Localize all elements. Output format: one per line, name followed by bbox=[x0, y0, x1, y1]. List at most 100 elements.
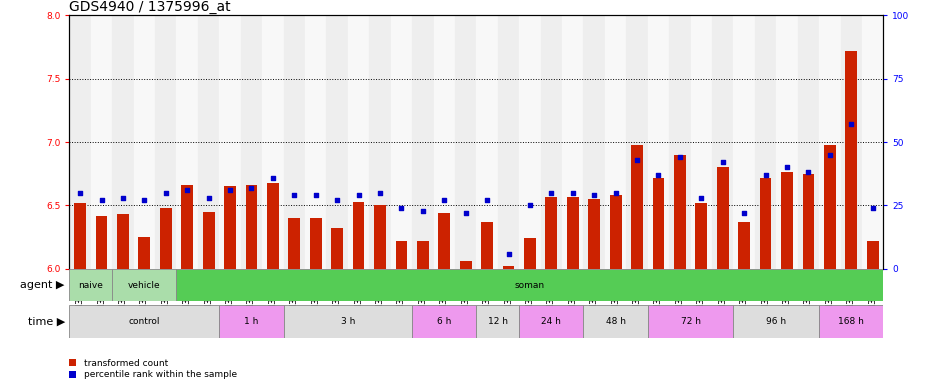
Bar bbox=[95, 215, 107, 269]
Bar bbox=[755, 15, 776, 269]
Bar bbox=[177, 269, 883, 301]
Text: 48 h: 48 h bbox=[606, 317, 625, 326]
Text: control: control bbox=[129, 317, 160, 326]
Bar bbox=[626, 15, 647, 269]
Point bbox=[179, 187, 194, 193]
Text: agent ▶: agent ▶ bbox=[20, 280, 65, 290]
Text: 12 h: 12 h bbox=[487, 317, 508, 326]
Point bbox=[544, 190, 559, 196]
Bar bbox=[584, 305, 647, 338]
Bar bbox=[284, 305, 413, 338]
Bar bbox=[781, 172, 793, 269]
Bar bbox=[417, 241, 428, 269]
Point bbox=[609, 190, 623, 196]
Bar bbox=[160, 208, 172, 269]
Point bbox=[586, 192, 601, 199]
Bar bbox=[524, 238, 536, 269]
Bar bbox=[717, 167, 729, 269]
Point bbox=[394, 205, 409, 211]
Bar bbox=[438, 213, 450, 269]
Bar bbox=[498, 15, 519, 269]
Bar bbox=[289, 218, 301, 269]
Point bbox=[373, 190, 388, 196]
Point bbox=[116, 195, 130, 201]
Bar bbox=[584, 15, 605, 269]
Point bbox=[501, 250, 516, 257]
Point bbox=[223, 187, 238, 193]
Point bbox=[308, 192, 323, 199]
Point bbox=[630, 157, 645, 163]
Point bbox=[694, 195, 709, 201]
Bar bbox=[117, 214, 129, 269]
Bar bbox=[219, 15, 240, 269]
Point bbox=[244, 185, 259, 191]
Bar bbox=[69, 269, 112, 301]
Bar bbox=[224, 187, 236, 269]
Point bbox=[329, 197, 344, 204]
Bar bbox=[112, 15, 133, 269]
Bar bbox=[546, 197, 557, 269]
Point bbox=[352, 192, 366, 199]
Bar bbox=[567, 197, 579, 269]
Bar bbox=[562, 15, 584, 269]
Point bbox=[415, 207, 430, 214]
Bar bbox=[845, 51, 857, 269]
Point bbox=[265, 174, 280, 180]
Point bbox=[715, 159, 730, 166]
Text: vehicle: vehicle bbox=[128, 281, 161, 290]
Point bbox=[822, 152, 837, 158]
Point bbox=[780, 164, 795, 170]
Bar bbox=[648, 15, 669, 269]
Bar bbox=[759, 177, 771, 269]
Bar bbox=[310, 218, 322, 269]
Bar bbox=[648, 305, 734, 338]
Bar bbox=[69, 305, 219, 338]
Bar bbox=[820, 15, 841, 269]
Bar bbox=[396, 241, 407, 269]
Point bbox=[94, 197, 109, 204]
Point bbox=[480, 197, 495, 204]
Point bbox=[437, 197, 451, 204]
Point bbox=[287, 192, 302, 199]
Point bbox=[137, 197, 152, 204]
Bar bbox=[413, 15, 434, 269]
Bar bbox=[610, 195, 622, 269]
Bar bbox=[481, 222, 493, 269]
Bar bbox=[862, 15, 883, 269]
Bar bbox=[240, 15, 262, 269]
Bar bbox=[155, 15, 177, 269]
Point bbox=[158, 190, 173, 196]
Bar bbox=[674, 155, 685, 269]
Point bbox=[672, 154, 687, 161]
Bar bbox=[734, 15, 755, 269]
Text: GDS4940 / 1375996_at: GDS4940 / 1375996_at bbox=[69, 0, 231, 14]
Bar bbox=[177, 15, 198, 269]
Bar bbox=[691, 15, 712, 269]
Bar bbox=[588, 199, 600, 269]
Bar bbox=[867, 241, 879, 269]
Bar bbox=[374, 205, 386, 269]
Bar bbox=[390, 15, 413, 269]
Bar bbox=[820, 305, 883, 338]
Bar bbox=[74, 203, 86, 269]
Bar bbox=[262, 15, 284, 269]
Bar bbox=[413, 305, 476, 338]
Bar bbox=[219, 305, 284, 338]
Bar bbox=[434, 15, 455, 269]
Bar bbox=[841, 15, 862, 269]
Bar bbox=[91, 15, 112, 269]
Point bbox=[844, 121, 858, 127]
Bar bbox=[181, 185, 193, 269]
Bar bbox=[738, 222, 750, 269]
Bar bbox=[797, 15, 820, 269]
Bar bbox=[284, 15, 305, 269]
Bar bbox=[476, 305, 519, 338]
Bar bbox=[69, 15, 91, 269]
Bar bbox=[327, 15, 348, 269]
Bar bbox=[776, 15, 797, 269]
Bar bbox=[198, 15, 219, 269]
Text: naive: naive bbox=[79, 281, 104, 290]
Point bbox=[736, 210, 751, 216]
Point bbox=[202, 195, 216, 201]
Point bbox=[801, 169, 816, 175]
